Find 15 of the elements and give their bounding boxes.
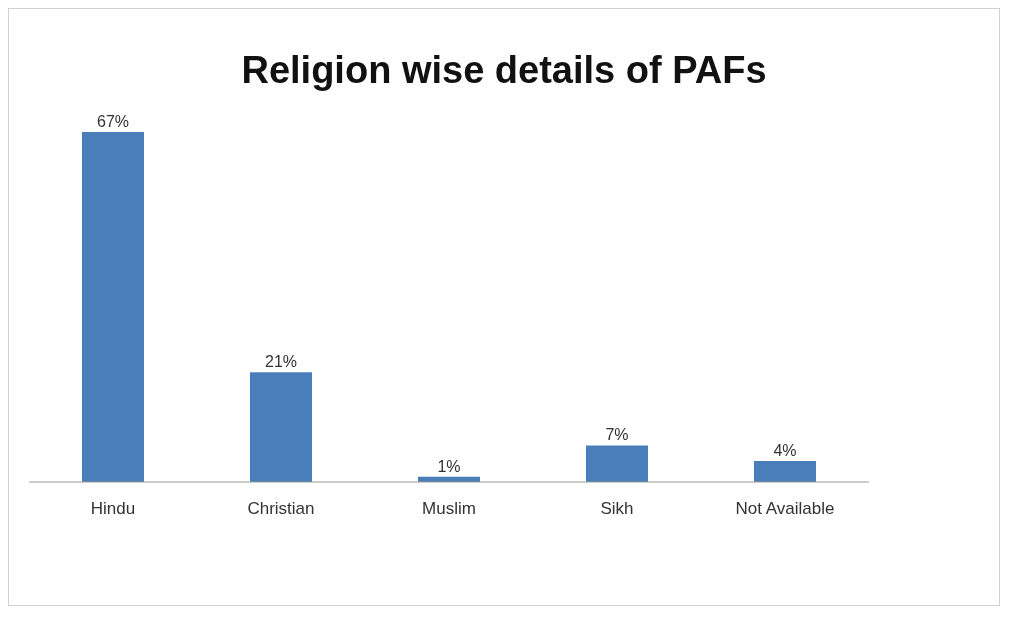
x-tick-label: Christian xyxy=(247,499,315,519)
x-tick-label: Muslim xyxy=(422,499,476,519)
data-label: 67% xyxy=(96,113,130,130)
bar xyxy=(82,132,144,482)
data-label: 21% xyxy=(264,353,298,371)
x-tick-label: Hindu xyxy=(90,499,136,519)
data-label: 1% xyxy=(437,457,461,475)
x-tick-label: Not Available xyxy=(735,499,835,519)
x-tick-label: Sikh xyxy=(600,499,634,519)
chart-title: Religion wise details of PAFs xyxy=(240,49,768,92)
bar xyxy=(754,461,816,482)
bar xyxy=(250,372,312,482)
bar xyxy=(586,445,648,482)
data-label: 4% xyxy=(773,442,797,460)
data-label: 7% xyxy=(605,426,629,444)
